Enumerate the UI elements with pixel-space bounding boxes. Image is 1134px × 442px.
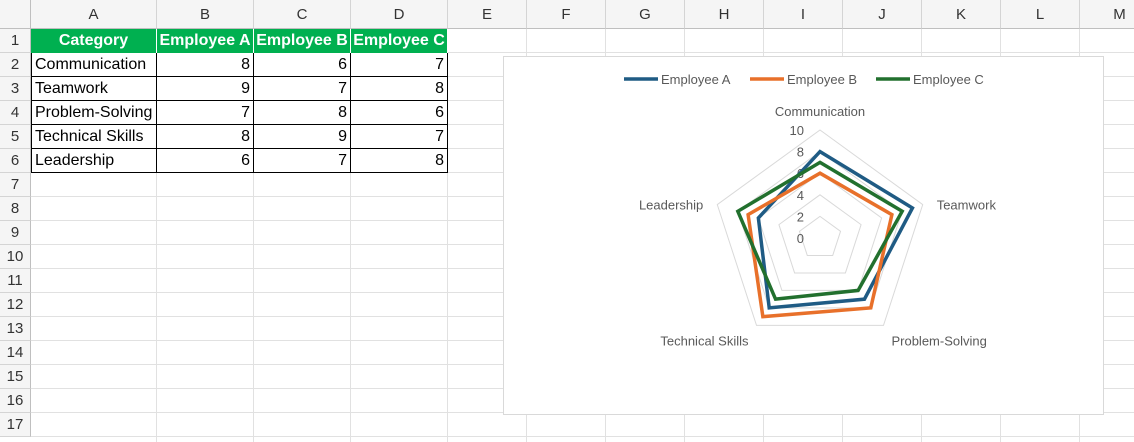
category-cell[interactable]: Leadership: [31, 149, 157, 173]
category-cell[interactable]: Teamwork: [31, 77, 157, 101]
table-header-cell[interactable]: Employee A: [157, 29, 254, 53]
legend-label: Employee A: [661, 72, 731, 87]
tick-label: 10: [790, 123, 804, 138]
grid-ring: [778, 194, 862, 274]
chart-legend: Employee A Employee B Employee C: [624, 72, 984, 87]
tick-label: 8: [797, 145, 804, 160]
chart-axis-labels: Communication Teamwork Problem-Solving Tech…: [639, 104, 996, 348]
chart-series: [735, 149, 915, 319]
grid-ring: [716, 129, 924, 326]
row-header-4[interactable]: 4: [0, 101, 31, 125]
table-header-cell[interactable]: Employee C: [351, 29, 448, 53]
row-header-17[interactable]: 17: [0, 413, 31, 437]
employee-a-cell[interactable]: 6: [157, 149, 254, 173]
employee-b-cell[interactable]: 7: [254, 77, 351, 101]
axis-label-communication: Communication: [775, 104, 865, 119]
column-header-c[interactable]: C: [254, 0, 351, 29]
row-header-14[interactable]: 14: [0, 341, 31, 365]
row-header-8[interactable]: 8: [0, 197, 31, 221]
employee-b-cell[interactable]: 8: [254, 101, 351, 125]
row-header-10[interactable]: 10: [0, 245, 31, 269]
table-header-cell[interactable]: Category: [31, 29, 157, 53]
employee-c-cell[interactable]: 7: [351, 53, 448, 77]
column-header-i[interactable]: I: [764, 0, 843, 29]
grid-ring: [798, 215, 842, 256]
column-header-d[interactable]: D: [351, 0, 448, 29]
series-line-employee-b: [746, 171, 894, 319]
row-header-15[interactable]: 15: [0, 365, 31, 389]
row-header-9[interactable]: 9: [0, 221, 31, 245]
grid-ring: [757, 172, 883, 291]
column-header-g[interactable]: G: [606, 0, 685, 29]
employee-a-cell[interactable]: 8: [157, 125, 254, 149]
legend-label: Employee C: [913, 72, 984, 87]
category-cell[interactable]: Problem-Solving: [31, 101, 157, 125]
employee-c-cell[interactable]: 8: [351, 77, 448, 101]
column-header-b[interactable]: B: [157, 0, 254, 29]
category-cell[interactable]: Technical Skills: [31, 125, 157, 149]
row-header-7[interactable]: 7: [0, 173, 31, 197]
row-header-6[interactable]: 6: [0, 149, 31, 173]
axis-label-teamwork: Teamwork: [937, 198, 997, 213]
row-header-16[interactable]: 16: [0, 389, 31, 413]
column-header-h[interactable]: H: [685, 0, 764, 29]
column-header-a[interactable]: A: [31, 0, 157, 29]
axis-label-technical-skills: Technical Skills: [660, 333, 749, 348]
series-line-employee-c: [735, 160, 905, 302]
axis-label-leadership: Leadership: [639, 198, 703, 213]
employee-c-cell[interactable]: 6: [351, 101, 448, 125]
tick-label: 4: [797, 188, 804, 203]
row-header-3[interactable]: 3: [0, 77, 31, 101]
column-header-e[interactable]: E: [448, 0, 527, 29]
select-all-corner[interactable]: [0, 0, 31, 29]
legend-label: Employee B: [787, 72, 857, 87]
employee-b-cell[interactable]: 7: [254, 149, 351, 173]
row-header-1[interactable]: 1: [0, 29, 31, 53]
tick-label: 2: [797, 209, 804, 224]
employee-a-cell[interactable]: 7: [157, 101, 254, 125]
employee-a-cell[interactable]: 9: [157, 77, 254, 101]
row-header-12[interactable]: 12: [0, 293, 31, 317]
employee-b-cell[interactable]: 9: [254, 125, 351, 149]
column-header-k[interactable]: K: [922, 0, 1001, 29]
row-header-13[interactable]: 13: [0, 317, 31, 341]
column-header-l[interactable]: L: [1001, 0, 1080, 29]
row-header-2[interactable]: 2: [0, 53, 31, 77]
employee-c-cell[interactable]: 7: [351, 125, 448, 149]
row-header-5[interactable]: 5: [0, 125, 31, 149]
column-header-m[interactable]: M: [1080, 0, 1134, 29]
axis-label-problem-solving: Problem-Solving: [891, 333, 986, 348]
column-header-f[interactable]: F: [527, 0, 606, 29]
employee-c-cell[interactable]: 8: [351, 149, 448, 173]
employee-a-cell[interactable]: 8: [157, 53, 254, 77]
tick-label: 0: [797, 231, 804, 246]
series-line-employee-a: [756, 149, 915, 310]
category-cell[interactable]: Communication: [31, 53, 157, 77]
radar-chart[interactable]: Employee A Employee B Employee C 0 2 4 6 8 10 C…: [503, 56, 1104, 415]
employee-b-cell[interactable]: 6: [254, 53, 351, 77]
column-header-j[interactable]: J: [843, 0, 922, 29]
table-header-cell[interactable]: Employee B: [254, 29, 351, 53]
row-header-11[interactable]: 11: [0, 269, 31, 293]
